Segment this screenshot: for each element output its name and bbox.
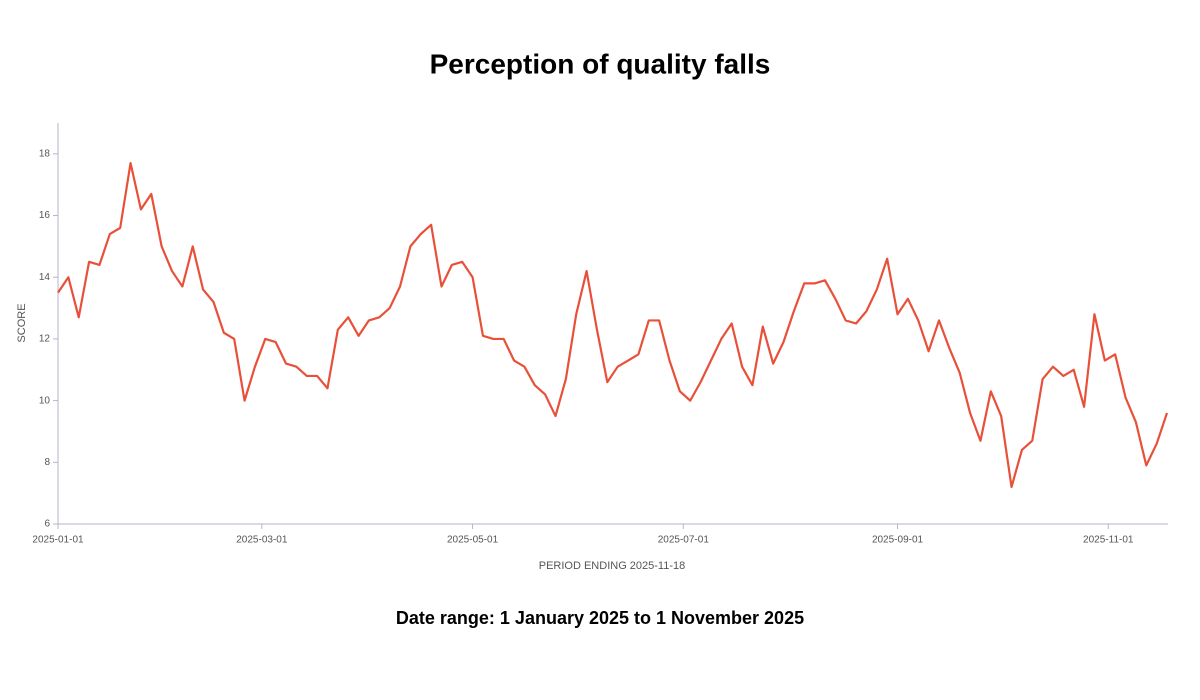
chart-title: Perception of quality falls [430,48,771,79]
chart-subtitle: Date range: 1 January 2025 to 1 November… [396,608,804,628]
y-axis-label: SCORE [16,303,28,342]
y-tick-label: 8 [44,457,50,468]
x-tick-label: 2025-01-01 [32,535,84,546]
y-tick-label: 10 [39,395,51,406]
y-tick-label: 6 [44,519,50,530]
y-tick-label: 16 [39,210,51,221]
y-tick-label: 14 [39,272,51,283]
x-tick-label: 2025-05-01 [447,535,499,546]
x-tick-label: 2025-07-01 [658,535,710,546]
x-tick-label: 2025-09-01 [872,535,924,546]
x-tick-label: 2025-11-01 [1083,535,1134,546]
data-line [57,162,1169,489]
x-tick-label: 2025-03-01 [236,535,288,546]
y-tick-label: 18 [39,148,51,159]
y-tick-label: 12 [39,334,51,345]
x-axis-label: PERIOD ENDING 2025-11-18 [539,560,686,572]
